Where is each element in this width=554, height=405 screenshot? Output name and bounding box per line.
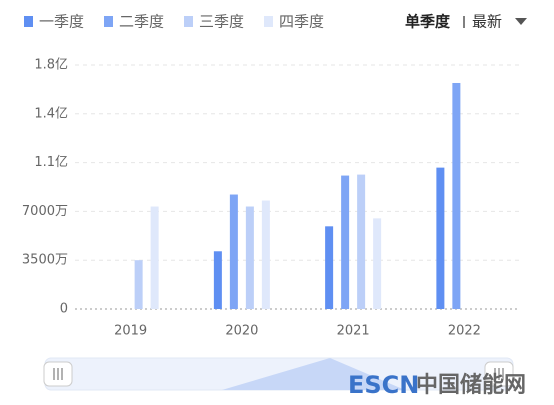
bar [357, 174, 366, 309]
legend-label[interactable]: 三季度 [199, 13, 244, 31]
bar [229, 194, 238, 309]
handle-grip [53, 368, 63, 380]
legend-label[interactable]: 四季度 [279, 13, 324, 31]
legend-swatch [184, 16, 193, 27]
bar [245, 206, 254, 309]
bar [150, 206, 159, 309]
dropdown-arrow[interactable] [515, 18, 527, 25]
legend-label[interactable]: 一季度 [39, 13, 84, 31]
bar [134, 260, 143, 309]
x-tick-label: 2021 [337, 324, 370, 339]
bar [373, 218, 382, 309]
y-tick-label: 0 [60, 302, 68, 317]
mode-toggle[interactable]: 单季度 [405, 13, 451, 31]
watermark: 中国储能网 [416, 372, 526, 398]
bar [261, 200, 270, 309]
bar [452, 82, 461, 309]
x-tick-label: 2022 [448, 324, 481, 339]
y-tick-label: 3500万 [22, 253, 68, 268]
sort-select[interactable]: 最新 [472, 13, 502, 31]
range-slider[interactable] [43, 357, 514, 391]
x-tick-label: 2019 [114, 324, 147, 339]
y-tick-label: 1.1亿 [34, 155, 68, 170]
y-tick-label: 1.8亿 [34, 58, 68, 73]
bar [436, 167, 445, 309]
watermark: ESCN [348, 371, 419, 399]
y-tick-label: 7000万 [22, 204, 68, 219]
y-tick-label: 1.4亿 [34, 106, 68, 121]
bar [341, 175, 350, 309]
legend-swatch [264, 16, 273, 27]
x-tick-label: 2020 [225, 324, 258, 339]
bar [213, 251, 222, 309]
legend-swatch [104, 16, 113, 27]
handle-grip [494, 368, 504, 380]
legend-swatch [24, 16, 33, 27]
bar [325, 226, 334, 309]
legend-label[interactable]: 二季度 [119, 13, 164, 31]
slider-preview [222, 358, 405, 390]
